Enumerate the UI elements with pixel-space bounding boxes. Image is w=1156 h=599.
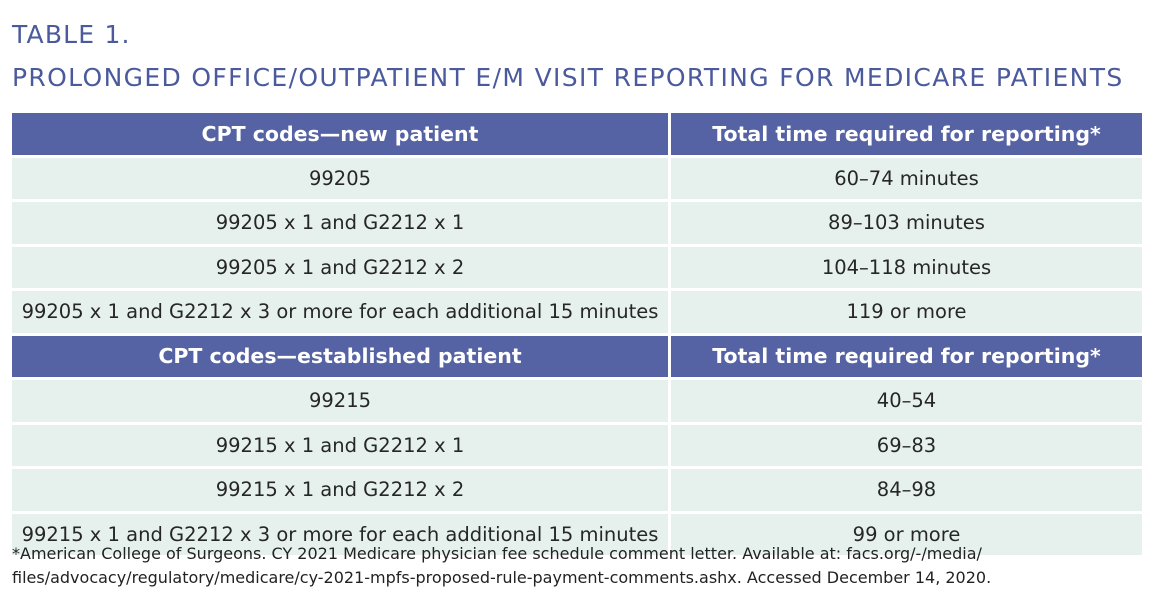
cpt-code-cell: 99215 x 1 and G2212 x 2	[12, 469, 668, 511]
total-time-cell: 69–83	[671, 424, 1142, 466]
total-time-cell: 84–98	[671, 469, 1142, 511]
reporting-table: CPT codes—new patient Total time require…	[12, 113, 1142, 555]
column-header-total-time: Total time required for reporting*	[671, 335, 1142, 377]
column-header-cpt-codes: CPT codes—established patient	[12, 335, 668, 377]
cpt-code-cell: 99215 x 1 and G2212 x 3 or more for each…	[12, 513, 668, 555]
table-row: 99215 x 1 and G2212 x 3 or more for each…	[12, 513, 1142, 555]
cpt-code-cell: 99215	[12, 380, 668, 422]
table-row: 99205 60–74 minutes	[12, 157, 1142, 199]
total-time-cell: 89–103 minutes	[671, 202, 1142, 244]
cpt-code-cell: 99205 x 1 and G2212 x 1	[12, 202, 668, 244]
total-time-cell: 119 or more	[671, 291, 1142, 333]
table-header-established-patient: CPT codes—established patient Total time…	[12, 335, 1142, 377]
table-row: 99205 x 1 and G2212 x 2 104–118 minutes	[12, 246, 1142, 288]
table-number: TABLE 1.	[12, 20, 131, 49]
table-row: 99215 x 1 and G2212 x 1 69–83	[12, 424, 1142, 466]
table-header-new-patient: CPT codes—new patient Total time require…	[12, 113, 1142, 155]
total-time-cell: 40–54	[671, 380, 1142, 422]
table-row: 99215 x 1 and G2212 x 2 84–98	[12, 469, 1142, 511]
footnote: *American College of Surgeons. CY 2021 M…	[12, 542, 991, 590]
total-time-cell: 99 or more	[671, 513, 1142, 555]
cpt-code-cell: 99205 x 1 and G2212 x 2	[12, 246, 668, 288]
footnote-line-2: files/advocacy/regulatory/medicare/cy-20…	[12, 568, 992, 587]
column-header-total-time: Total time required for reporting*	[671, 113, 1142, 155]
footnote-line-1: *American College of Surgeons. CY 2021 M…	[12, 544, 982, 563]
table-title: PROLONGED OFFICE/OUTPATIENT E/M VISIT RE…	[12, 63, 1124, 92]
cpt-code-cell: 99205	[12, 157, 668, 199]
total-time-cell: 104–118 minutes	[671, 246, 1142, 288]
table-row: 99205 x 1 and G2212 x 1 89–103 minutes	[12, 202, 1142, 244]
total-time-cell: 60–74 minutes	[671, 157, 1142, 199]
column-header-cpt-codes: CPT codes—new patient	[12, 113, 668, 155]
table-row: 99215 40–54	[12, 380, 1142, 422]
cpt-code-cell: 99205 x 1 and G2212 x 3 or more for each…	[12, 291, 668, 333]
cpt-code-cell: 99215 x 1 and G2212 x 1	[12, 424, 668, 466]
table-row: 99205 x 1 and G2212 x 3 or more for each…	[12, 291, 1142, 333]
